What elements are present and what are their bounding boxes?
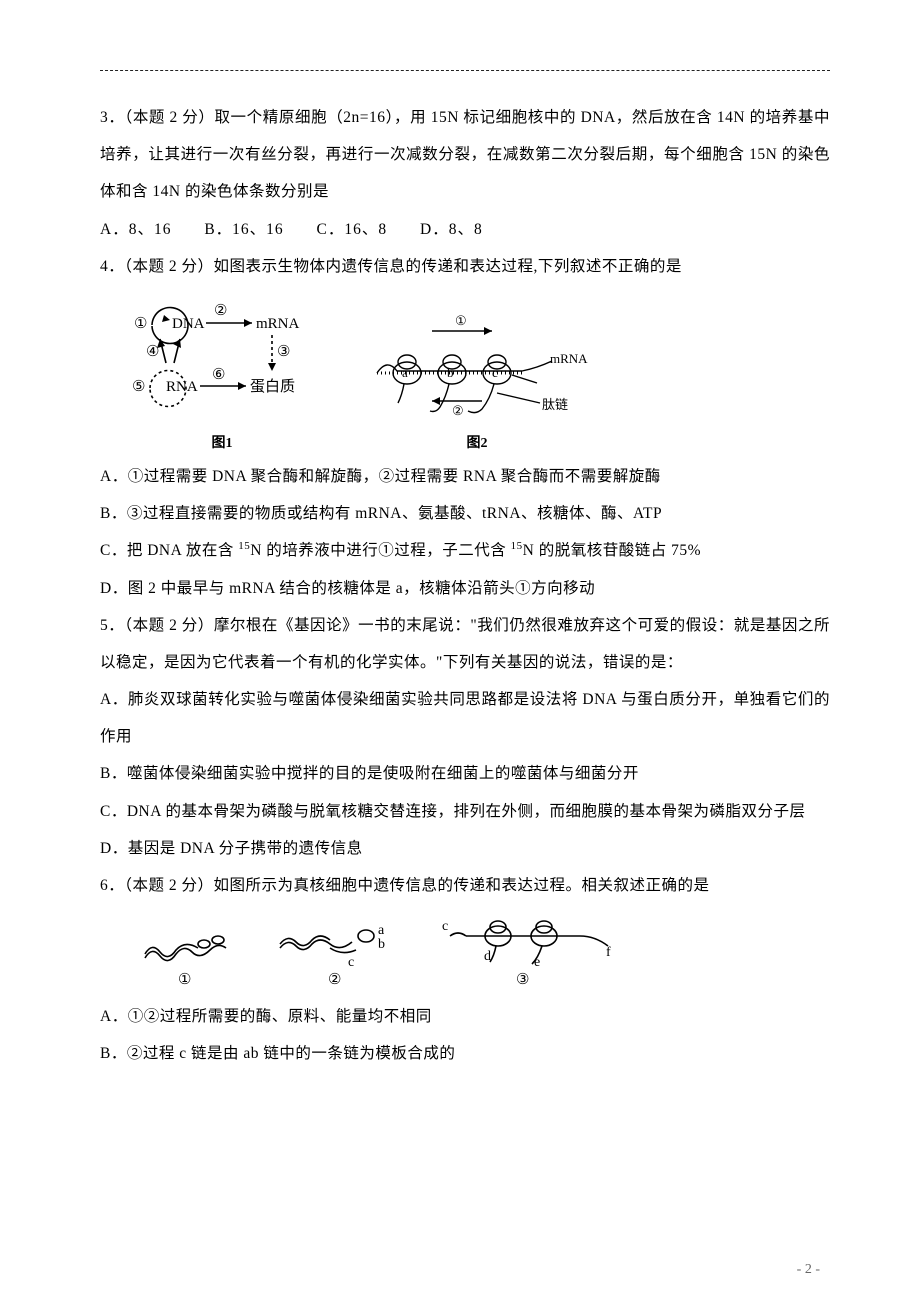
q6-f: f	[606, 945, 611, 960]
q6-b: b	[378, 937, 385, 952]
q6-c: c	[348, 955, 354, 970]
fig2-mrna: mRNA	[550, 351, 588, 366]
fig1-dna: DNA	[172, 316, 205, 332]
q5-opt-d: D．基因是 DNA 分子携带的遗传信息	[100, 830, 830, 867]
q3-stem: 3．（本题 2 分）取一个精原细胞（2n=16），用 15N 标记细胞核中的 D…	[100, 99, 830, 211]
q6-d: d	[484, 949, 491, 964]
q4-opt-c: C．把 DNA 放在含 15N 的培养液中进行①过程，子二代含 15N 的脱氧核…	[100, 532, 830, 569]
q4-opt-b: B．③过程直接需要的物质或结构有 mRNA、氨基酸、tRNA、核糖体、酶、ATP	[100, 495, 830, 532]
q6-cc: c	[442, 919, 448, 934]
fig2-b: b	[447, 365, 454, 380]
q5-opt-a: A．肺炎双球菌转化实验与噬菌体侵染细菌实验共同思路都是设法将 DNA 与蛋白质分…	[100, 681, 830, 755]
q3-opt-d: D．8、8	[420, 221, 483, 238]
q6-a: a	[378, 923, 385, 938]
q4-opt-a: A．①过程需要 DNA 聚合酶和解旋酶，②过程需要 RNA 聚合酶而不需要解旋酶	[100, 458, 830, 495]
fig2-pep: 肽链	[542, 397, 568, 412]
q5-stem: 5．（本题 2 分）摩尔根在《基因论》一书的末尾说："我们仍然很难放弃这个可爱的…	[100, 607, 830, 681]
fig1-c4: ④	[146, 344, 159, 360]
q6-l1: ①	[178, 972, 191, 988]
q5-opt-b: B．噬菌体侵染细菌实验中搅拌的目的是使吸附在细菌上的噬菌体与细菌分开	[100, 755, 830, 792]
q4c-pre: C．把 DNA 放在含	[100, 542, 238, 559]
q3-opt-b: B．16、16	[204, 221, 283, 238]
page-number: - 2 -	[797, 1262, 820, 1278]
q4-fig1-col: ① DNA ② mRNA ③ ④ ⑤ RNA ⑥ 蛋白质 图1	[122, 293, 322, 452]
q6-l3: ③	[516, 972, 529, 988]
page-body: 3．（本题 2 分）取一个精原细胞（2n=16），用 15N 标记细胞核中的 D…	[0, 0, 920, 1113]
q4-opt-d: D．图 2 中最早与 mRNA 结合的核糖体是 a，核糖体沿箭头①方向移动	[100, 570, 830, 607]
q6-l2: ②	[328, 972, 341, 988]
q6-panel1: ①	[130, 912, 240, 992]
fig1-c6: ⑥	[212, 367, 225, 383]
q3-opt-a: A．8、16	[100, 221, 171, 238]
fig2-a: a	[402, 365, 408, 380]
fig1-mrna: mRNA	[256, 316, 300, 332]
fig1-rna: RNA	[166, 379, 198, 395]
q3-opt-c: C．16、8	[317, 221, 388, 238]
fig1-c3: ③	[277, 344, 290, 360]
fig2-c1: ①	[455, 313, 467, 328]
fig2-c2: ②	[452, 403, 464, 418]
q6-opt-a: A．①②过程所需要的酶、原料、能量均不相同	[100, 998, 830, 1035]
q4c-iso2: 15	[511, 540, 523, 552]
q6-panel2: a b c ②	[270, 912, 410, 992]
q6-e: e	[534, 955, 540, 970]
q6-stem: 6．（本题 2 分）如图所示为真核细胞中遗传信息的传递和表达过程。相关叙述正确的…	[100, 867, 830, 904]
q4-fig2-col: ① mRNA a b c ② 肽链 图2	[362, 313, 592, 452]
fig1-protein: 蛋白质	[250, 378, 295, 395]
q4-stem: 4．（本题 2 分）如图表示生物体内遗传信息的传递和表达过程,下列叙述不正确的是	[100, 248, 830, 285]
q5-opt-c: C．DNA 的基本骨架为磷酸与脱氧核糖交替连接，排列在外侧，而细胞膜的基本骨架为…	[100, 793, 830, 830]
q4-fig1-label: 图1	[212, 432, 233, 452]
q4-fig2-svg: ① mRNA a b c ② 肽链	[362, 313, 592, 428]
q4c-mid: N 的培养液中进行①过程，子二代含	[250, 542, 510, 559]
fig2-c: c	[492, 365, 498, 380]
q4-fig2-label: 图2	[467, 432, 488, 452]
q6-figures: ① a b c ②	[130, 912, 830, 992]
q3-options: A．8、16 B．16、16 C．16、8 D．8、8	[100, 211, 830, 248]
q4c-post: N 的脱氧核苷酸链占 75%	[523, 542, 701, 559]
fig1-c1: ①	[134, 316, 147, 332]
q4-fig1-svg: ① DNA ② mRNA ③ ④ ⑤ RNA ⑥ 蛋白质	[122, 293, 322, 428]
fig1-c5: ⑤	[132, 379, 145, 395]
q4c-iso1: 15	[238, 540, 250, 552]
q6-panel3: c d e f ③	[440, 912, 620, 992]
top-divider	[100, 70, 830, 71]
q6-opt-b: B．②过程 c 链是由 ab 链中的一条链为模板合成的	[100, 1035, 830, 1072]
q4-figures: ① DNA ② mRNA ③ ④ ⑤ RNA ⑥ 蛋白质 图1	[122, 293, 830, 452]
fig1-c2: ②	[214, 303, 227, 319]
